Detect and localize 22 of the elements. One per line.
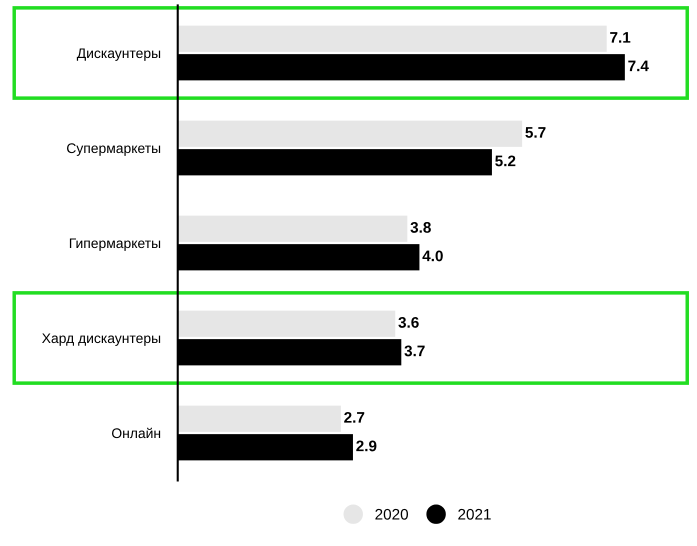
- y-tick-label: Онлайн: [112, 428, 160, 438]
- data-label: 3.7: [404, 346, 425, 356]
- bar: [178, 216, 408, 242]
- data-label: 2.9: [356, 440, 376, 452]
- bar: [178, 310, 396, 337]
- data-label: 5.7: [525, 127, 546, 138]
- y-tick-label: Дискаунтеры: [76, 48, 160, 61]
- bar: [178, 406, 341, 432]
- data-label: 7.4: [628, 60, 649, 72]
- legend-label: 2021: [458, 508, 491, 520]
- data-label: 4.0: [422, 250, 443, 262]
- data-label: 3.6: [398, 317, 419, 328]
- y-tick-label: Гипермаркеты: [70, 238, 160, 251]
- data-label: 2.7: [344, 412, 364, 423]
- y-tick-label: Супермаркеты: [67, 143, 160, 156]
- data-label: 7.1: [610, 32, 630, 43]
- y-tick-label: Хард дискаунтеры: [42, 333, 160, 346]
- bar: [178, 120, 522, 147]
- legend-label: 2020: [375, 508, 408, 520]
- data-label: 3.8: [410, 222, 431, 233]
- data-label: 5.2: [495, 156, 516, 166]
- bar: [178, 26, 607, 52]
